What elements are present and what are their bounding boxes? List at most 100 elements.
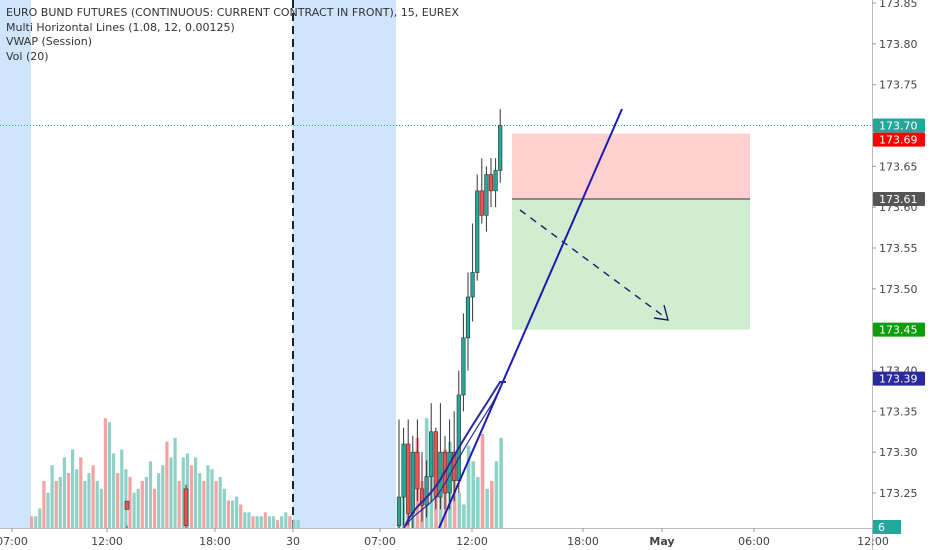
vwap-line-2 <box>403 383 503 529</box>
volume-bar <box>276 520 280 528</box>
symbol-title[interactable]: EURO BUND FUTURES (CONTINUOUS: CURRENT C… <box>6 6 459 19</box>
volume-bar <box>206 465 210 528</box>
volume-bar <box>79 457 83 528</box>
volume-bar <box>466 445 471 528</box>
candle-body <box>415 451 420 490</box>
volume-bar <box>54 480 58 528</box>
volume-bar <box>136 488 140 528</box>
volume-bar <box>189 465 194 528</box>
projection-arrow[interactable] <box>519 209 667 319</box>
price-label-entry[interactable] <box>873 192 925 206</box>
volume-bar <box>161 465 165 528</box>
volume-bar <box>132 492 136 528</box>
price-tick-label: 173.50 <box>879 283 918 296</box>
volume-bar <box>288 516 292 528</box>
volume-bar <box>471 461 475 528</box>
volume-bar <box>38 508 42 528</box>
volume-bar <box>112 453 116 528</box>
volume-bar <box>198 473 202 528</box>
price-label-last-price[interactable] <box>873 118 925 133</box>
volume-bar <box>235 496 239 528</box>
trend-line[interactable] <box>438 108 623 529</box>
time-tick-label: 18:00 <box>199 535 231 548</box>
candle-body <box>124 500 130 510</box>
volume-bar <box>116 473 120 528</box>
volume-bar <box>214 480 218 528</box>
candle-body <box>424 476 429 506</box>
candle-body <box>461 337 466 396</box>
volume-bar <box>34 516 38 528</box>
indicator-multi-horizontal-lines[interactable]: Multi Horizontal Lines (1.08, 12, 0.0012… <box>6 20 235 34</box>
volume-bar <box>202 480 206 528</box>
candle-body <box>406 443 411 514</box>
price-label-take-profit[interactable] <box>873 322 925 337</box>
price-label-text: 173.61 <box>879 193 918 206</box>
volume-bar <box>169 457 173 528</box>
time-tick-label: 12:00 <box>91 535 123 548</box>
candle-body <box>465 296 471 339</box>
volume-bar <box>50 465 54 528</box>
volume-bar <box>95 480 99 528</box>
volume-bar <box>457 492 462 528</box>
volume-bar <box>153 488 157 528</box>
volume-bar <box>226 500 230 528</box>
candle-body <box>410 451 415 514</box>
volume-bar <box>83 480 87 528</box>
candle-body <box>479 190 484 216</box>
volume-bar <box>99 488 103 528</box>
volume-bar <box>62 457 66 528</box>
candle-body <box>401 443 406 498</box>
volume-bar <box>87 473 91 528</box>
volume-bar <box>218 477 222 528</box>
volume-bar <box>296 520 300 528</box>
volume-bar <box>255 516 259 528</box>
price-label-vwap[interactable] <box>873 371 925 386</box>
candle-body <box>493 170 498 192</box>
price-tick-label: 173.65 <box>879 160 918 173</box>
stop-loss-zone[interactable] <box>512 133 750 199</box>
price-label-text: 173.45 <box>879 324 918 337</box>
volume-bar <box>30 516 34 528</box>
volume-bar <box>222 488 226 528</box>
price-tick-label: 173.85 <box>879 0 918 10</box>
time-tick-label: 12:00 <box>857 535 889 548</box>
volume-bar <box>148 461 153 528</box>
volume-bar <box>42 480 46 528</box>
volume-bar <box>480 433 485 528</box>
drawings[interactable] <box>403 108 750 529</box>
volume-bar <box>181 457 185 528</box>
candle-body <box>419 488 425 506</box>
volume-bar <box>66 473 71 528</box>
volume-bar <box>490 480 494 528</box>
volume-bar <box>144 477 148 528</box>
time-tick-label: 07:00 <box>0 535 28 548</box>
price-tick-label: 173.75 <box>879 79 918 92</box>
price-tick-label: 173.30 <box>879 446 918 459</box>
price-label-text: 173.69 <box>879 134 918 147</box>
volume-label-text: 6 <box>878 521 885 534</box>
time-tick-label: 18:00 <box>567 535 599 548</box>
chart-legend: EURO BUND FUTURES (CONTINUOUS: CURRENT C… <box>6 6 459 64</box>
volume-bar <box>103 418 107 528</box>
volume-bar <box>485 488 489 528</box>
price-label-stop-loss[interactable] <box>873 132 925 147</box>
time-tick-label: 30 <box>286 535 300 548</box>
volume-bar <box>157 473 161 528</box>
candle-body <box>488 174 494 192</box>
price-tick-label: 173.35 <box>879 405 918 418</box>
volume-bar <box>243 512 247 528</box>
indicator-vwap[interactable]: VWAP (Session) <box>6 35 93 48</box>
indicator-volume[interactable]: Vol (20) <box>6 49 49 63</box>
candle-body <box>484 174 489 216</box>
volume-bar <box>194 457 198 528</box>
session-shade <box>293 0 396 528</box>
volume-bar <box>247 512 251 528</box>
volume-bar <box>128 477 132 528</box>
take-profit-zone[interactable] <box>512 199 750 330</box>
volume-bar <box>263 512 267 528</box>
volume-bar <box>230 500 235 528</box>
volume-bar <box>210 469 214 528</box>
time-tick-label: May <box>649 535 674 548</box>
volume-bar <box>165 441 169 528</box>
